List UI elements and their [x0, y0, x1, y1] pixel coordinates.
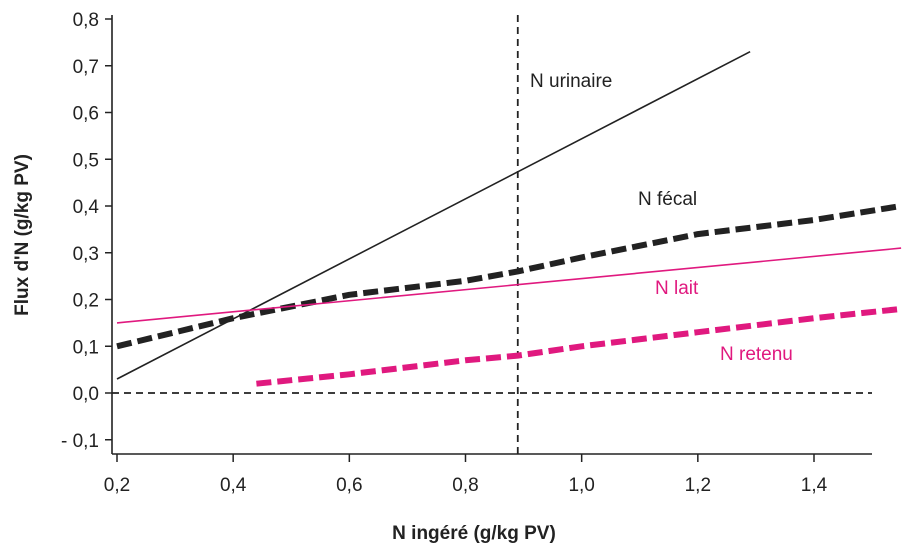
y-tick-label: 0,8	[73, 10, 99, 31]
y-tick-label: 0,7	[73, 57, 99, 78]
x-tick-label: 0,6	[336, 475, 362, 496]
reference-lines	[112, 15, 872, 454]
series-line-n-lait	[116, 247, 902, 324]
y-tick-label: 0,0	[73, 384, 99, 405]
y-tick-label: 0,2	[73, 291, 99, 312]
series-label-n-lait: N lait	[655, 278, 699, 299]
y-axis-label: Flux d'N (g/kg PV)	[12, 154, 33, 316]
x-tick-label: 1,4	[801, 475, 828, 496]
series-label-n-fecal: N fécal	[638, 189, 697, 210]
x-tick-label: 0,4	[220, 475, 247, 496]
y-tick-label: 0,1	[73, 337, 99, 358]
x-tick-label: 1,2	[685, 475, 711, 496]
series-layer	[116, 50, 902, 387]
series-labels: N urinaire N fécal N lait N retenu	[530, 71, 793, 365]
series-line-n-retenu	[256, 305, 902, 387]
series-line-n-urinaire	[116, 50, 751, 380]
x-tick-label: 0,2	[104, 475, 130, 496]
y-tick-label: 0,5	[73, 150, 99, 171]
series-label-n-urinaire: N urinaire	[530, 71, 612, 92]
x-tick-label: 1,0	[568, 475, 594, 496]
y-tick-label: 0,4	[73, 197, 100, 218]
y-tick-label: 0,6	[73, 104, 99, 125]
y-tick-label: 0,3	[73, 244, 99, 265]
y-ticks: - 0,1 0,0 0,1 0,2 0,3 0,4 0,5 0,6 0,7 0,8	[61, 10, 112, 452]
x-tick-label: 0,8	[452, 475, 478, 496]
x-ticks: 0,2 0,4 0,6 0,8 1,0 1,2 1,4	[104, 454, 828, 496]
axes	[111, 15, 872, 455]
series-label-n-retenu: N retenu	[720, 344, 793, 365]
y-tick-label: - 0,1	[61, 431, 99, 452]
series-line-n-fecal	[116, 203, 902, 350]
x-axis-label: N ingéré (g/kg PV)	[392, 523, 556, 544]
